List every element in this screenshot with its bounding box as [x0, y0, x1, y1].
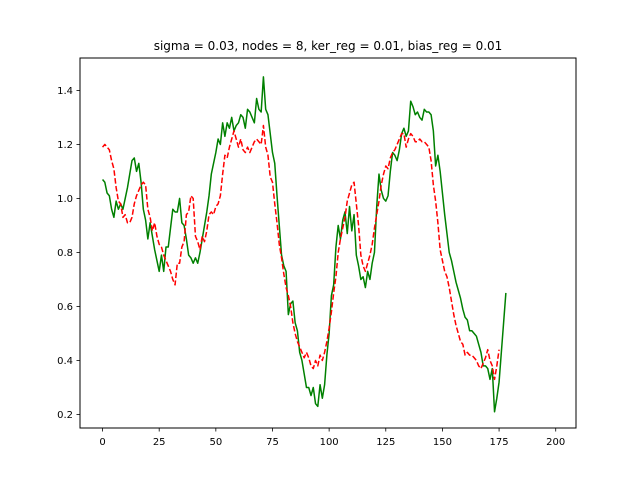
y-tick-label: 1.4	[57, 86, 73, 97]
x-tick-label: 125	[376, 437, 395, 448]
x-tick-label: 75	[266, 437, 279, 448]
x-tick-label: 200	[546, 437, 565, 448]
x-tick-label: 25	[153, 437, 166, 448]
y-tick-label: 0.8	[57, 248, 73, 259]
y-tick-label: 0.4	[57, 356, 73, 367]
x-tick-label: 175	[490, 437, 509, 448]
x-tick-label: 150	[433, 437, 452, 448]
y-tick-label: 1.0	[57, 194, 73, 205]
y-tick-label: 0.2	[57, 410, 73, 421]
x-axis: 0 25 50 75 100 125 150 175 200	[99, 428, 565, 448]
x-tick-label: 50	[209, 437, 222, 448]
x-tick-label: 100	[320, 437, 339, 448]
series-2-line	[101, 124, 500, 381]
x-tick-label: 0	[99, 437, 105, 448]
y-tick-label: 0.6	[57, 302, 73, 313]
y-axis: 0.2 0.4 0.6 0.8 1.0 1.2 1.4	[57, 86, 80, 421]
plot-area	[101, 76, 507, 413]
y-tick-label: 1.2	[57, 140, 73, 151]
axes-frame	[79, 57, 577, 429]
chart-title: sigma = 0.03, nodes = 8, ker_reg = 0.01,…	[154, 39, 503, 53]
series-1-line	[101, 76, 507, 413]
